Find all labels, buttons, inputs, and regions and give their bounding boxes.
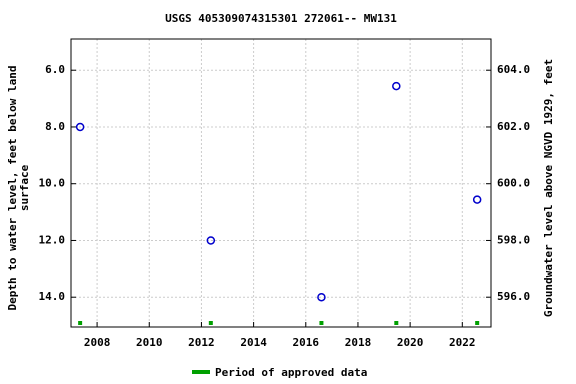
data-point [392,81,401,91]
y-tick-label: 8.0 [45,120,65,133]
y2-tick-label: 596.0 [497,290,530,303]
approved-marker [394,321,399,325]
x-tick-label: 2016 [293,336,320,349]
approved-marker [208,321,213,325]
y2-axis-label: Groundwater level above NGVD 1929, feet [542,59,555,317]
y-tick-label: 12.0 [39,233,66,246]
chart-title: USGS 405309074315301 272061-- MW131 [165,12,397,25]
approved-marker [475,321,480,325]
approved-marker [319,321,324,325]
legend-label: Period of approved data [215,366,367,379]
y-axis-label: Depth to water level, feet below land [6,65,19,310]
y2-tick-label: 600.0 [497,177,530,190]
data-point [472,195,482,204]
approved-marker [78,321,83,325]
x-tick-label: 2010 [136,336,163,349]
data-point [206,236,216,245]
x-tick-label: 2012 [188,336,215,349]
y-tick-label: 10.0 [39,177,66,190]
x-tick-label: 2020 [397,336,424,349]
x-tick-label: 2008 [84,336,111,349]
data-point [317,292,326,302]
y-axis-label: surface [18,164,31,211]
y-tick-label: 14.0 [39,290,66,303]
data-point [75,122,85,132]
plot-frame [70,38,492,328]
x-tick-label: 2014 [240,336,267,349]
x-tick-label: 2022 [449,336,476,349]
y-tick-label: 6.0 [45,63,65,76]
x-tick-label: 2018 [345,336,372,349]
y2-tick-label: 598.0 [497,233,530,246]
y2-tick-label: 602.0 [497,120,530,133]
y2-tick-label: 604.0 [497,63,530,76]
